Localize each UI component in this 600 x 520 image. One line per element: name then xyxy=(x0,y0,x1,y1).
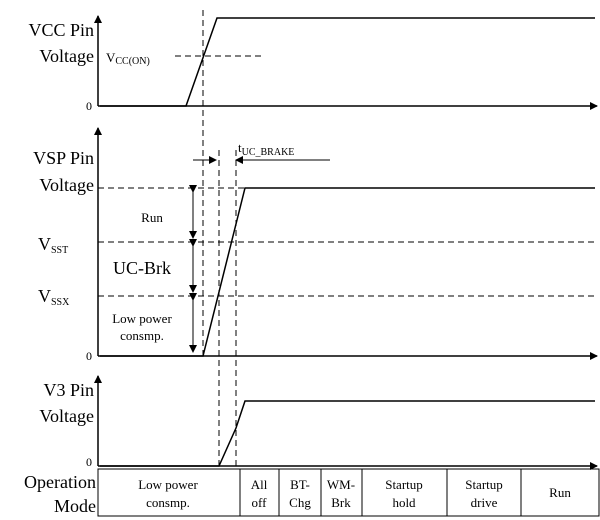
vcc-on-level-label: VCC(ON) xyxy=(106,50,150,67)
mode-title-line2: Mode xyxy=(54,496,96,516)
mode-cell-startupdrive-line2: drive xyxy=(471,495,498,510)
lowpower-region-line1: Low power xyxy=(112,311,172,326)
vsp-zero-label: 0 xyxy=(86,349,92,363)
mode-cell-startuphold-line2: hold xyxy=(392,495,416,510)
vssx-label: VSSX xyxy=(38,286,70,308)
mode-cell-lowpower-line1: Low power xyxy=(138,477,198,492)
mode-cell-lowpower-line2: consmp. xyxy=(146,495,190,510)
vcc-zero-label: 0 xyxy=(86,99,92,113)
v3-zero-label: 0 xyxy=(86,455,92,469)
ucbrk-region-label: UC-Brk xyxy=(113,258,171,278)
vsst-label: VSST xyxy=(38,234,68,256)
operation-mode-table: Operation Mode Low power consmp. All off… xyxy=(24,468,600,517)
mode-cell-wmbrk-line2: Brk xyxy=(331,495,351,510)
vsp-title-line2: Voltage xyxy=(39,175,94,195)
v3-waveform xyxy=(100,400,595,467)
vcc-title-line2: Voltage xyxy=(39,46,94,66)
mode-cell-startuphold-line1: Startup xyxy=(385,477,423,492)
mode-cell-wmbrk-line1: WM- xyxy=(327,477,355,492)
run-region-label: Run xyxy=(141,210,163,225)
mode-cell-run: Run xyxy=(549,485,571,500)
vcc-waveform xyxy=(100,17,595,107)
mode-title-line1: Operation xyxy=(24,472,96,492)
mode-table-frame xyxy=(97,468,600,517)
lowpower-region-line2: consmp. xyxy=(120,328,164,343)
mode-cell-alloff-line2: off xyxy=(252,495,268,510)
vsp-title-line1: VSP Pin xyxy=(33,148,94,168)
mode-cell-btchg-line1: BT- xyxy=(290,477,310,492)
v3-title-line1: V3 Pin xyxy=(43,380,94,400)
tbrake-label: tUC_BRAKE xyxy=(238,140,294,158)
v3-title-line2: Voltage xyxy=(39,406,94,426)
v3-panel: V3 Pin Voltage 0 xyxy=(39,375,598,470)
vcc-panel: VCC Pin Voltage 0 VCC(ON) xyxy=(28,15,598,113)
vsp-panel: VSP Pin Voltage 0 VSST VSSX Run UC-Brk L… xyxy=(33,127,598,363)
mode-cell-btchg-line2: Chg xyxy=(289,495,311,510)
mode-cell-alloff-line1: All xyxy=(251,477,268,492)
vsp-waveform xyxy=(100,187,595,357)
mode-cell-startupdrive-line1: Startup xyxy=(465,477,503,492)
vcc-title-line1: VCC Pin xyxy=(28,20,94,40)
timing-markers xyxy=(202,10,237,466)
